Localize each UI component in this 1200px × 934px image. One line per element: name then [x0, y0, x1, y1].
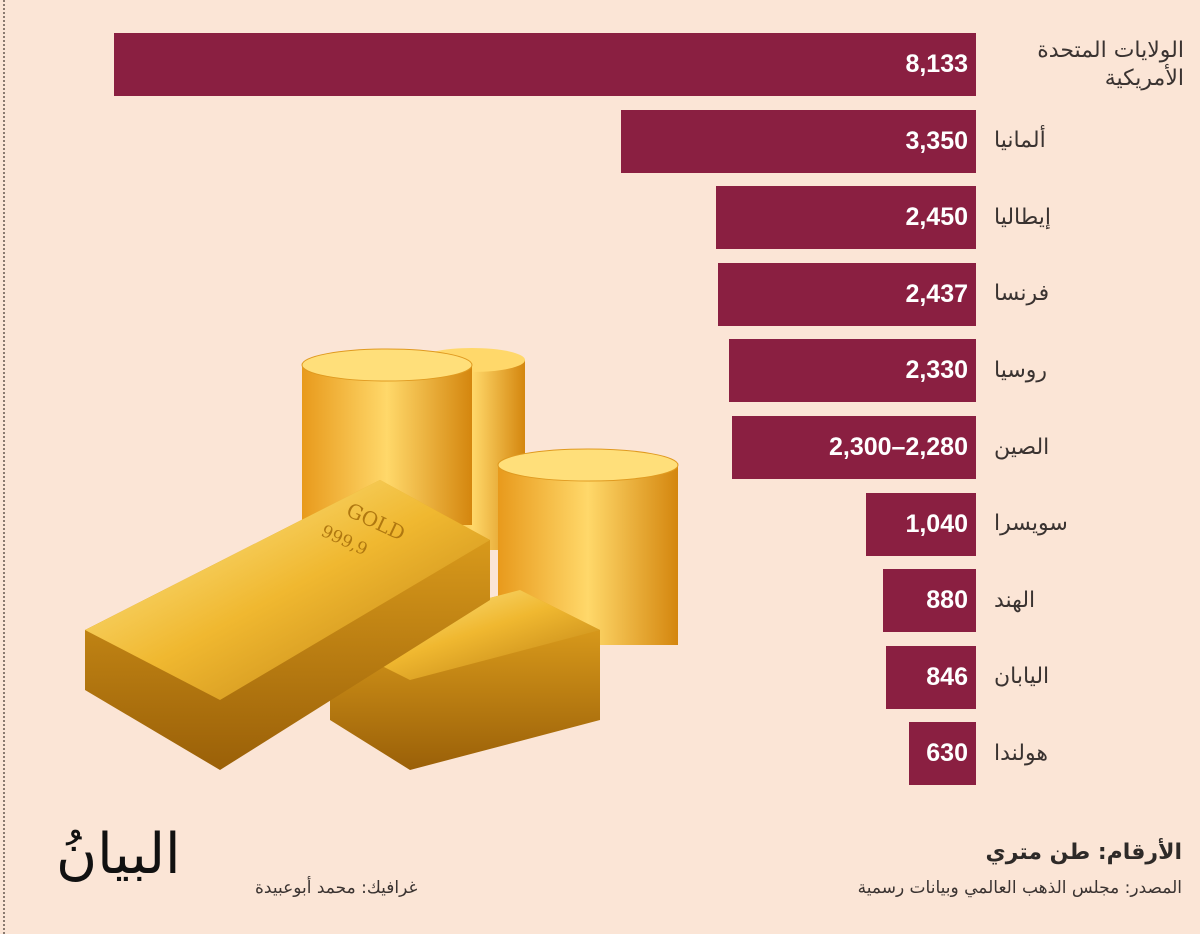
unit-note: الأرقام: طن متري [985, 840, 1182, 865]
bar [886, 645, 976, 709]
bar-row: 2,450 إيطاليا [0, 186, 1200, 250]
data-label: 3,350 [905, 126, 968, 155]
bar [716, 186, 976, 250]
bar-row: 880 الهند [0, 569, 1200, 633]
category-label: روسيا [994, 357, 1048, 383]
source-note: المصدر: مجلس الذهب العالمي وبيانات رسمية [857, 878, 1182, 898]
newspaper-logo: البيانُ [56, 822, 181, 887]
category-label: إيطاليا [994, 204, 1052, 230]
category-label: سويسرا [994, 511, 1068, 537]
bar-row: 846 اليابان [0, 645, 1200, 709]
bar [718, 262, 976, 326]
bar-row: 1,040 سويسرا [0, 492, 1200, 556]
data-label: 8,133 [905, 50, 968, 78]
category-label: الصين [994, 434, 1050, 460]
category-label: الولايات المتحدة الأمريكية [1037, 37, 1184, 91]
data-label: 880 [926, 586, 968, 615]
data-label: 2,300–2,280 [828, 433, 968, 461]
bar [909, 722, 976, 786]
bar-row: 2,437 فرنسا [0, 262, 1200, 326]
data-label: 630 [926, 739, 968, 768]
bar-row: 2,330 روسيا [0, 339, 1200, 403]
bar-row: 3,350 ألمانيا [0, 109, 1200, 173]
data-label: 2,450 [905, 203, 968, 232]
category-label: اليابان [994, 664, 1050, 690]
gold-bar-front: GOLD 999,9 [85, 480, 490, 770]
category-label: الهند [994, 587, 1036, 613]
bar [732, 416, 976, 479]
data-label: 846 [926, 662, 968, 691]
bar-row: 630 هولندا [0, 722, 1200, 786]
bar-row: 8,133 الولايات المتحدة الأمريكية [0, 33, 1200, 96]
bar-row: 2,300–2,280 الصين [0, 416, 1200, 479]
bar [883, 569, 976, 633]
dotted-border [3, 0, 5, 934]
data-label: 2,437 [905, 279, 968, 308]
bar [729, 339, 976, 403]
graphic-credit: غرافيك: محمد أبوعبيدة [255, 878, 418, 898]
bar [866, 492, 976, 556]
data-label: 1,040 [905, 509, 968, 538]
data-label: 2,330 [905, 356, 968, 385]
coin-stack-left [301, 348, 473, 525]
bar [114, 33, 976, 96]
category-label: هولندا [994, 740, 1048, 766]
category-label: ألمانيا [994, 128, 1046, 154]
bar [621, 109, 976, 173]
gold-illustration: GOLD 999,9 [85, 348, 679, 770]
category-label: فرنسا [994, 281, 1050, 307]
